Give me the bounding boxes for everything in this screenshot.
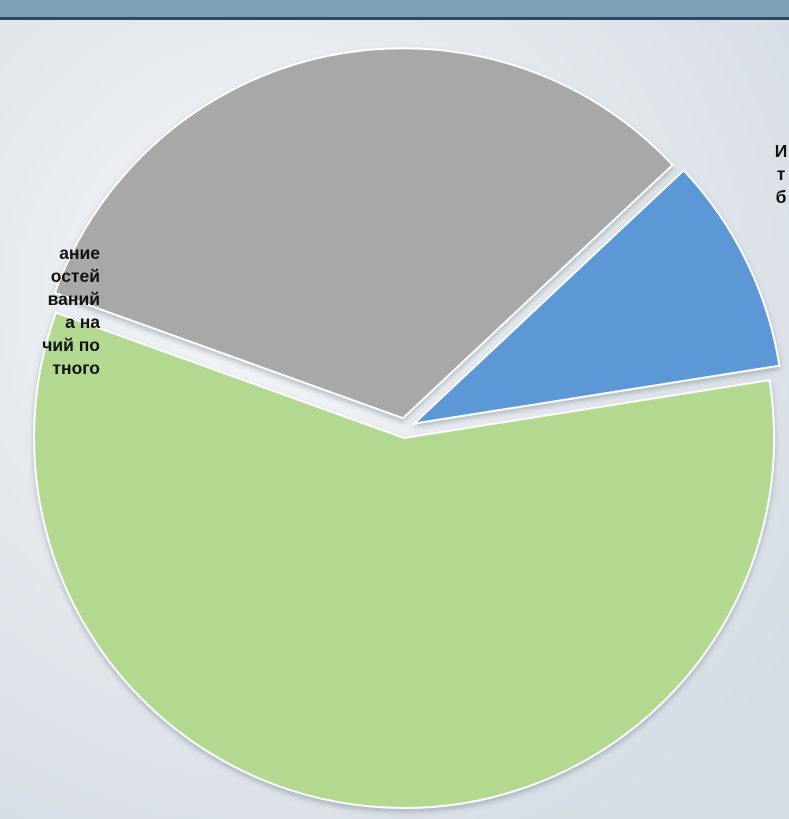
slice-green	[33, 311, 776, 809]
slice-label-gray: ание остей ваний а на чий по тного	[42, 243, 100, 378]
slice-blue	[410, 168, 781, 426]
header-bar	[0, 0, 789, 20]
slice-gray	[53, 47, 675, 420]
slice-label-blue: И т б	[774, 141, 788, 207]
